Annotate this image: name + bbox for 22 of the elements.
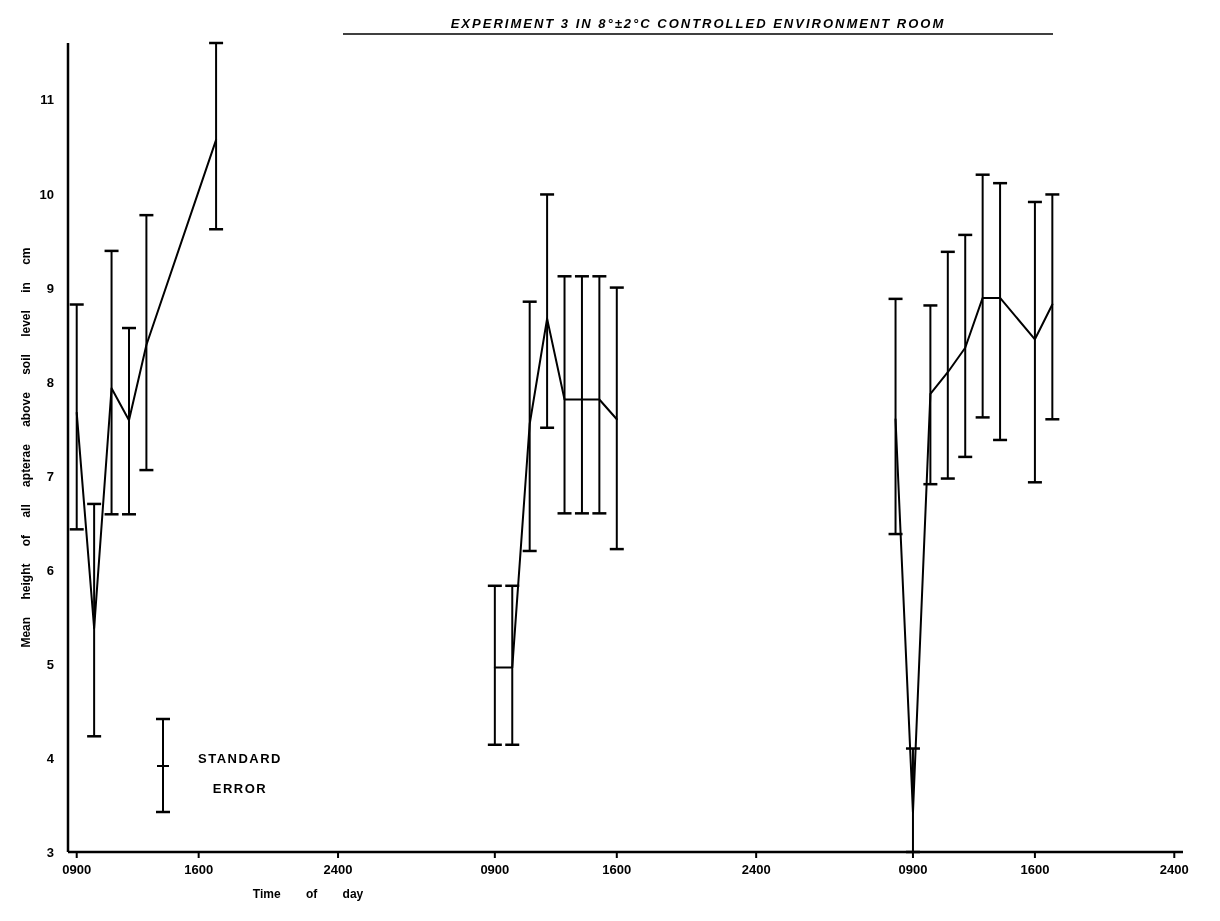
y-tick-label: 7	[46, 468, 54, 484]
x-tick-label: 2400	[323, 862, 353, 877]
chart-title: EXPERIMENT 3 IN 8°±2°C CONTROLLED ENVIRONMENT ROOM	[450, 16, 946, 31]
y-tick-label: 10	[39, 186, 54, 202]
x-tick-label: 0900	[898, 862, 928, 877]
y-tick-label: 8	[46, 374, 54, 390]
x-axis-title: Time of day	[252, 887, 364, 901]
y-tick-label: 5	[46, 656, 54, 672]
x-tick-label: 0900	[480, 862, 510, 877]
y-tick-label: 6	[46, 562, 54, 578]
y-tick-label: 3	[46, 845, 54, 860]
x-tick-label: 2400	[741, 862, 771, 877]
y-tick-label: 4	[46, 750, 55, 766]
y-tick-label: 11	[40, 92, 54, 108]
x-tick-label: 2400	[1159, 862, 1189, 877]
x-tick-label: 1600	[602, 862, 632, 877]
y-axis-title: Mean height of all apterae above soil level in cm	[19, 247, 33, 648]
annotation: STANDARD ERROR	[198, 751, 282, 796]
x-tick-label: 0900	[62, 862, 92, 877]
y-tick-label: 9	[46, 280, 54, 296]
x-tick-label: 1600	[1020, 862, 1050, 877]
x-tick-label: 1600	[184, 862, 214, 877]
